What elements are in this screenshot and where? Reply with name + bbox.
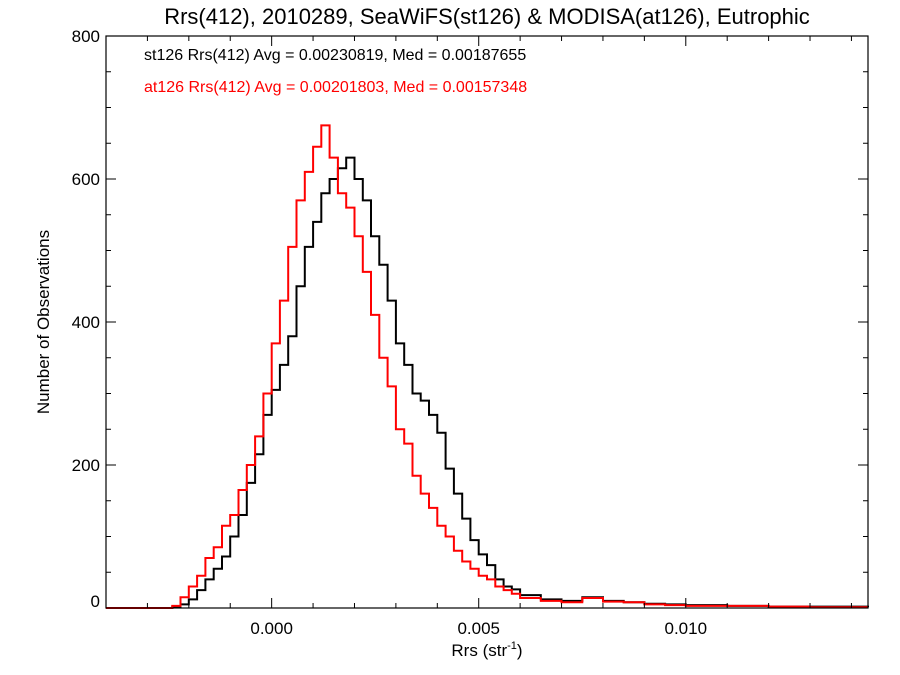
- plot-frame: [105, 35, 869, 609]
- series-line-0: [106, 156, 869, 609]
- y-tick-label: 800: [72, 27, 100, 46]
- series-line-1: [106, 124, 868, 609]
- x-tick-label: 0.005: [457, 619, 500, 638]
- y-tick-label: 0: [91, 592, 100, 611]
- x-axis-title-main: Rrs (str: [451, 641, 507, 660]
- x-axis-title-superscript: -1: [507, 640, 517, 652]
- y-axis-title: Number of Observations: [34, 230, 53, 414]
- y-tick-label: 400: [72, 313, 100, 332]
- legend-entry-st126: st126 Rrs(412) Avg = 0.00230819, Med = 0…: [144, 47, 526, 64]
- chart-title: Rrs(412), 2010289, SeaWiFS(st126) & MODI…: [164, 4, 810, 29]
- x-tick-label: 0.010: [665, 619, 708, 638]
- axis-ticks: 0.000 0.005 0.010 0 200 400 600 800: [72, 27, 868, 638]
- x-axis-title-close: ): [517, 641, 523, 660]
- x-axis-title: Rrs (str-1): [451, 640, 522, 660]
- y-tick-label: 200: [72, 456, 100, 475]
- x-tick-label: 0.000: [250, 619, 293, 638]
- plot-area: [106, 124, 869, 609]
- legend-entry-at126: at126 Rrs(412) Avg = 0.00201803, Med = 0…: [144, 79, 527, 96]
- y-tick-label: 600: [72, 170, 100, 189]
